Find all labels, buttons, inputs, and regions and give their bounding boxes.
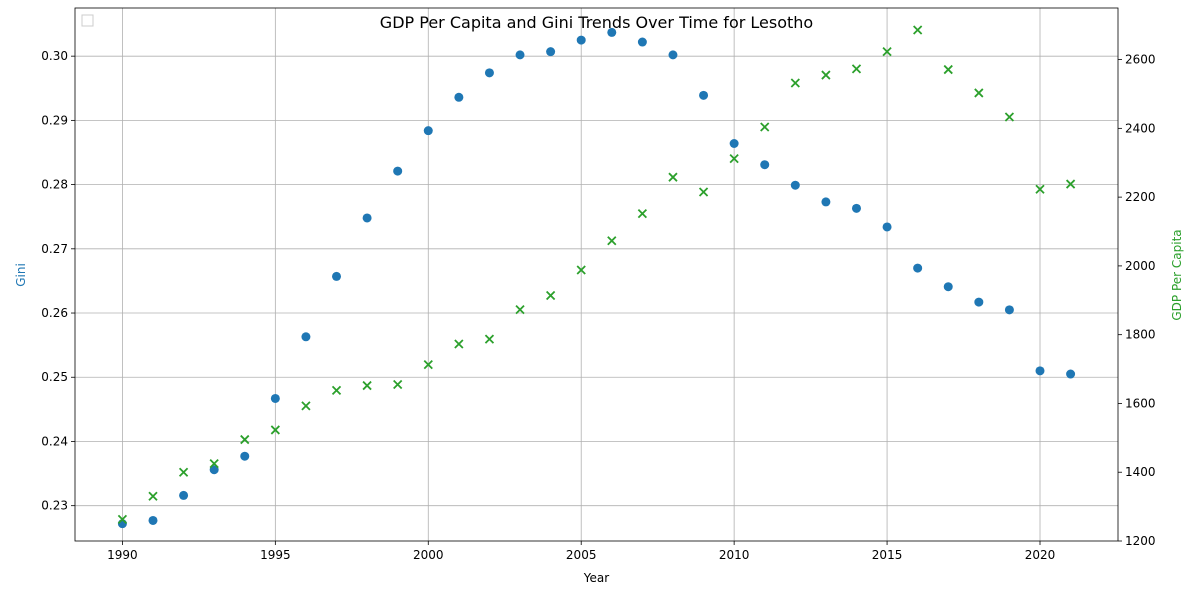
gdp-point [331, 385, 342, 396]
gini-point [607, 27, 617, 37]
gdp-point [362, 380, 372, 391]
gini-point [760, 160, 770, 170]
y-right-tick-label: 2600 [1125, 53, 1156, 67]
gdp-point [148, 491, 158, 501]
gini-point [240, 451, 250, 461]
gdp-point [729, 153, 739, 164]
gdp-point [454, 339, 464, 349]
y-right-tick-label: 1600 [1125, 396, 1156, 410]
gdp-point [607, 236, 617, 246]
data-points [117, 25, 1076, 529]
gdp-point [209, 458, 219, 469]
gdp-point [637, 208, 648, 219]
gdp-point [576, 265, 586, 275]
y-left-tick-label: 0.30 [41, 49, 68, 63]
gdp-point [1035, 184, 1045, 194]
gdp-point [484, 334, 495, 344]
gdp-point [240, 434, 250, 445]
x-tick-label: 1995 [260, 548, 291, 562]
gdp-point [301, 401, 311, 411]
gdp-point [790, 78, 800, 88]
y-right-tick-label: 2200 [1125, 190, 1156, 204]
y-axis-right: 1200 1400 1600 1800 2000 2200 2400 2600 [1118, 53, 1156, 548]
gdp-point [821, 70, 831, 80]
gini-point [576, 35, 586, 45]
gini-point [882, 222, 892, 232]
gini-point [393, 166, 403, 176]
gdp-point [423, 359, 433, 370]
gini-point [699, 90, 709, 100]
y-left-tick-label: 0.28 [41, 178, 68, 192]
gini-point [270, 393, 280, 403]
y-left-tick-label: 0.26 [41, 306, 68, 320]
x-axis-label: Year [583, 571, 609, 585]
x-tick-label: 2020 [1025, 548, 1056, 562]
legend-box [81, 14, 94, 27]
gini-point [423, 126, 433, 136]
gdp-point [974, 88, 984, 98]
gdp-point [1065, 179, 1076, 189]
gini-point [546, 47, 556, 57]
gini-point [729, 138, 739, 148]
gdp-point [760, 122, 770, 132]
gdp-point [515, 304, 525, 315]
gini-point [209, 465, 219, 475]
gdp-point [943, 64, 953, 75]
y-right-tick-label: 1800 [1125, 328, 1156, 342]
y-left-tick-label: 0.25 [41, 370, 68, 384]
gini-point [454, 92, 464, 102]
y-right-tick-label: 2000 [1125, 259, 1156, 273]
gini-point [637, 37, 647, 47]
gini-point [1035, 366, 1045, 376]
y-left-tick-label: 0.29 [41, 113, 68, 127]
gini-point [484, 68, 494, 78]
gini-point [515, 50, 525, 60]
y-left-tick-label: 0.24 [41, 434, 68, 448]
y-right-tick-label: 1400 [1125, 465, 1156, 479]
gdp-point [882, 47, 892, 57]
gdp-point [117, 514, 128, 524]
y-right-tick-label: 2400 [1125, 121, 1156, 135]
gdp-point [545, 290, 556, 301]
grid [75, 8, 1118, 541]
gdp-point [698, 187, 709, 197]
gdp-point [270, 425, 280, 435]
y-axis-left: 0.23 0.24 0.25 0.26 0.27 0.28 0.29 0.30 [41, 49, 75, 513]
gini-point [668, 50, 678, 60]
gdp-point [913, 25, 923, 35]
gini-point [301, 332, 311, 342]
gdp-point [668, 172, 678, 182]
gdp-point [1004, 112, 1015, 122]
plot-frame [74, 7, 1119, 542]
y-left-tick-label: 0.27 [41, 242, 68, 256]
gini-point [148, 515, 158, 525]
gini-point [179, 490, 189, 500]
gini-point [943, 282, 953, 292]
y-right-tick-label: 1200 [1125, 534, 1156, 548]
x-tick-label: 2000 [413, 548, 444, 562]
gini-point [821, 197, 831, 207]
y-left-tick-label: 0.23 [41, 499, 68, 513]
gdp-point [851, 64, 862, 74]
gini-point [1066, 369, 1076, 379]
gini-point [913, 263, 923, 273]
x-tick-label: 2015 [872, 548, 903, 562]
gini-point [851, 203, 861, 213]
gini-point [362, 213, 372, 223]
y-axis-right-label: GDP Per Capita [1170, 229, 1184, 320]
gini-point [332, 271, 342, 281]
gini-point [974, 297, 984, 307]
chart-title: GDP Per Capita and Gini Trends Over Time… [380, 13, 813, 32]
gdp-point [393, 379, 403, 390]
gdp-point [178, 467, 189, 477]
x-tick-label: 2005 [566, 548, 597, 562]
x-tick-label: 1990 [107, 548, 138, 562]
gini-point [1004, 305, 1014, 315]
x-tick-label: 2010 [719, 548, 750, 562]
x-axis: 1990 1995 2000 2005 2010 2015 2020 [107, 541, 1055, 562]
gini-point [790, 180, 800, 190]
y-axis-left-label: Gini [14, 263, 28, 287]
